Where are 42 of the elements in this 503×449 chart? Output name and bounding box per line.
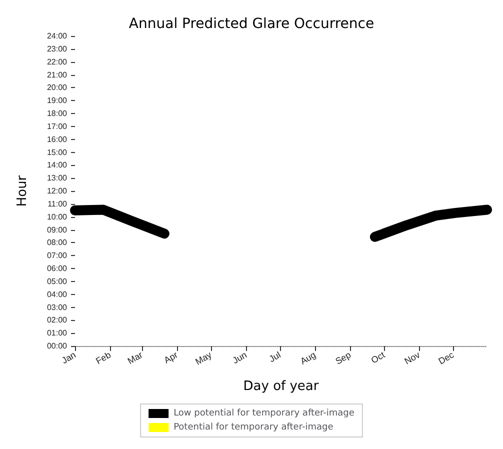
y-tick-label: 19:00 [46, 96, 68, 106]
y-tick-label: 12:00 [46, 186, 68, 196]
y-axis-title: Hour [15, 174, 30, 207]
y-tick-label: 00:00 [46, 342, 68, 350]
y-tick-label: 04:00 [46, 290, 68, 299]
y-tick-label: 06:00 [46, 264, 68, 273]
x-tick-label: Apr [162, 350, 180, 366]
y-tick-label: 23:00 [46, 44, 68, 54]
x-axis-title: Day of year [243, 379, 320, 394]
x-tick-label: Jun [230, 350, 248, 366]
x-tick-label: Dec [436, 349, 456, 366]
y-tick-label: 13:00 [46, 174, 68, 183]
y-tick-label: 18:00 [46, 109, 68, 118]
y-tick-label: 15:00 [46, 148, 68, 157]
x-tick-label: Nov [402, 349, 422, 366]
y-tick-label: 02:00 [46, 316, 68, 325]
y-tick-label: 21:00 [46, 70, 68, 80]
x-tick-label: Feb [94, 350, 113, 366]
x-tick-label: Jul [267, 350, 282, 364]
y-tick-label: 17:00 [46, 122, 68, 131]
y-tick-label: 07:00 [46, 251, 68, 260]
x-tick-label: May [194, 349, 214, 367]
x-tick-label: Oct [369, 349, 387, 366]
y-tick-label: 03:00 [46, 302, 68, 312]
y-tick-label: 11:00 [48, 199, 68, 208]
x-tick-label: Aug [298, 350, 318, 366]
y-tick-label: 09:00 [46, 225, 68, 234]
x-tick-label: Mar [126, 350, 144, 366]
legend-label: Low potential for temporary after-image [174, 408, 355, 418]
y-tick-label: 14:00 [46, 160, 68, 170]
x-tick-label: Sep [334, 350, 353, 366]
y-tick-label: 16:00 [46, 134, 68, 144]
y-tick-label: 10:00 [46, 212, 68, 222]
y-tick-label: 24:00 [46, 32, 68, 40]
y-tick-label: 08:00 [46, 238, 68, 248]
y-tick-label: 20:00 [46, 83, 68, 92]
x-tick-label: Jan [60, 350, 78, 366]
y-tick-label: 05:00 [46, 276, 68, 286]
chart-title: Annual Predicted Glare Occurrence [128, 16, 374, 32]
y-tick-label: 22:00 [46, 57, 68, 66]
y-tick-label: 01:00 [46, 328, 68, 338]
legend-label: Potential for temporary after-image [174, 422, 334, 432]
